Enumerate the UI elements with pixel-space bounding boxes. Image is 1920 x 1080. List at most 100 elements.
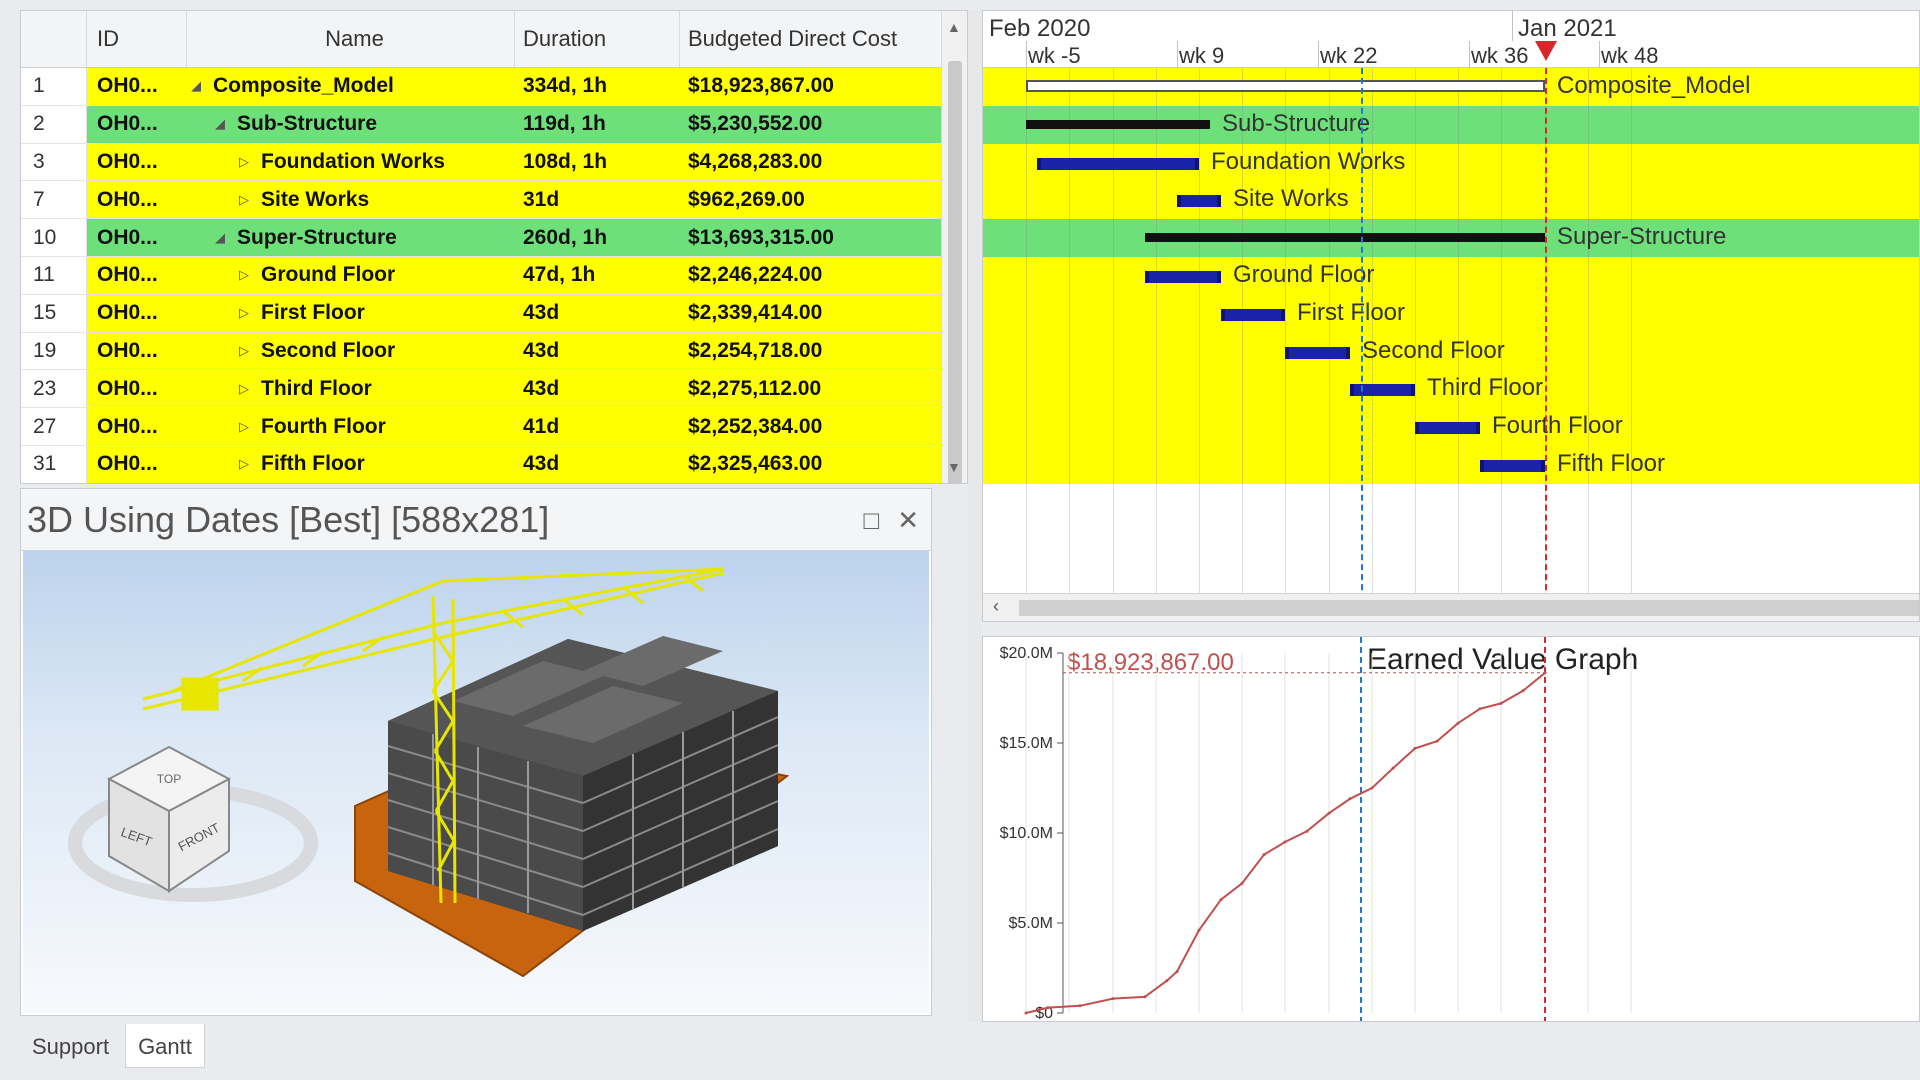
scroll-thumb[interactable] — [948, 61, 962, 483]
task-name[interactable]: ▷ First Floor — [187, 294, 515, 332]
task-name[interactable]: ◢ Super-Structure — [187, 219, 515, 256]
expand-toggle-icon[interactable]: ◢ — [215, 229, 225, 245]
duration-column-header[interactable]: Duration — [515, 11, 680, 67]
ev-data-point — [1413, 746, 1417, 750]
gantt-scroll-thumb[interactable] — [1019, 600, 1919, 616]
expand-toggle-icon[interactable]: ▷ — [239, 456, 249, 472]
task-row[interactable]: 10 OH0... ◢ Super-Structure 260d, 1h $13,693,… — [21, 219, 943, 257]
viewer-panel: 3D Using Dates [Best] [588x281] □ ✕ TOP … — [20, 488, 932, 1016]
ev-data-point — [1024, 1011, 1028, 1015]
name-column-header[interactable]: Name — [187, 11, 515, 67]
tab-gantt[interactable]: Gantt — [125, 1024, 205, 1068]
ev-data-point — [1240, 881, 1244, 885]
gantt-bar[interactable] — [1145, 271, 1221, 283]
gantt-bar[interactable] — [1026, 80, 1545, 92]
task-row[interactable]: 19 OH0... ▷ Second Floor 43d $2,254,718.00 — [21, 332, 943, 371]
timescale-week: wk 22 — [1320, 43, 1378, 68]
gantt-bar[interactable] — [1285, 346, 1350, 359]
task-row[interactable]: 31 OH0... ▷ Fifth Floor 43d $2,325,463.00 — [21, 445, 943, 483]
task-name[interactable]: ▷ Ground Floor — [187, 256, 515, 294]
gantt-gridline — [1069, 68, 1070, 600]
task-name[interactable]: ▷ Fourth Floor — [187, 408, 515, 445]
expand-toggle-icon[interactable]: ▷ — [239, 380, 249, 396]
id-column-header[interactable]: ID — [87, 11, 187, 67]
row-number: 23 — [21, 370, 87, 408]
gantt-bar[interactable] — [1221, 308, 1285, 321]
task-duration: 43d — [515, 294, 680, 332]
task-row[interactable]: 7 OH0... ▷ Site Works 31d $962,269.00 — [21, 181, 943, 220]
row-number: 11 — [21, 256, 87, 294]
task-row[interactable]: 11 OH0... ▷ Ground Floor 47d, 1h $2,246,224.0… — [21, 256, 943, 295]
3d-viewport[interactable]: TOP LEFT FRONT — [23, 551, 929, 1013]
scroll-up-icon[interactable]: ▲ — [947, 19, 961, 35]
gantt-bar[interactable] — [1145, 233, 1545, 243]
row-number: 19 — [21, 332, 87, 370]
task-row[interactable]: 15 OH0... ▷ First Floor 43d $2,339,414.00 — [21, 294, 943, 333]
gantt-bar[interactable] — [1177, 195, 1221, 208]
gantt-gridline — [1372, 68, 1373, 600]
task-row[interactable]: 3 OH0... ▷ Foundation Works 108d, 1h $4,268,2… — [21, 143, 943, 182]
task-name[interactable]: ◢ Composite_Model — [187, 68, 515, 105]
task-row[interactable]: 23 OH0... ▷ Third Floor 43d $2,275,112.00 — [21, 370, 943, 409]
scroll-down-icon[interactable]: ▼ — [947, 459, 961, 475]
task-name[interactable]: ▷ Second Floor — [187, 332, 515, 370]
gantt-bar[interactable] — [1480, 460, 1545, 472]
task-id: OH0... — [87, 219, 187, 256]
gantt-gridline — [1631, 68, 1632, 600]
task-row[interactable]: 1 OH0... ◢ Composite_Model 334d, 1h $18,923,8… — [21, 68, 943, 106]
gantt-timescale[interactable]: Feb 2020 Jan 2021 wk -5 wk 9 wk 22 wk 36 wk 48 — [983, 11, 1919, 68]
grid-vertical-scrollbar[interactable]: ▲ ▼ — [941, 11, 967, 483]
expand-toggle-icon[interactable]: ◢ — [191, 78, 201, 94]
expand-toggle-icon[interactable]: ▷ — [239, 305, 249, 321]
task-cost: $2,275,112.00 — [680, 370, 943, 408]
3d-scene[interactable]: TOP LEFT FRONT — [23, 551, 929, 1013]
grid-rows: 1 OH0... ◢ Composite_Model 334d, 1h $18,923,8… — [21, 68, 943, 483]
task-duration: 334d, 1h — [515, 68, 680, 105]
earned-value-panel: Earned Value Graph $18,923,867.00 $20.0M… — [982, 636, 1920, 1022]
close-icon[interactable]: ✕ — [897, 505, 919, 535]
task-row[interactable]: 27 OH0... ▷ Fourth Floor 41d $2,252,384.00 — [21, 408, 943, 446]
task-name-label: Super-Structure — [237, 225, 397, 249]
gantt-horizontal-scrollbar[interactable]: ‹ — [983, 593, 1919, 621]
task-name[interactable]: ▷ Fifth Floor — [187, 445, 515, 483]
expand-toggle-icon[interactable]: ▷ — [239, 418, 249, 434]
task-row[interactable]: 2 OH0... ◢ Sub-Structure 119d, 1h $5,230,552.… — [21, 105, 943, 144]
task-name-label: Fourth Floor — [261, 414, 386, 438]
gantt-bars-area[interactable]: Composite_Model Sub-Structure Foundation W… — [983, 68, 1919, 600]
task-id: OH0... — [87, 256, 187, 294]
task-name[interactable]: ▷ Third Floor — [187, 370, 515, 408]
gantt-bar-label: Foundation Works — [1211, 147, 1406, 175]
timescale-week: wk 48 — [1601, 43, 1659, 68]
y-tick-label: $10.0M — [1000, 825, 1053, 842]
cost-column-header[interactable]: Budgeted Direct Cost — [688, 26, 898, 51]
task-duration: 108d, 1h — [515, 143, 680, 181]
tab-support[interactable]: Support — [20, 1024, 122, 1068]
task-name[interactable]: ▷ Foundation Works — [187, 143, 515, 181]
gantt-bar[interactable] — [1415, 422, 1480, 435]
gantt-bar[interactable] — [1350, 384, 1415, 397]
expand-toggle-icon[interactable]: ▷ — [239, 267, 249, 283]
panel-splitter[interactable] — [968, 10, 982, 1022]
y-tick-label: $15.0M — [1000, 735, 1053, 752]
task-duration: 43d — [515, 445, 680, 483]
task-name[interactable]: ◢ Sub-Structure — [187, 105, 515, 143]
maximize-icon[interactable]: □ — [863, 505, 880, 535]
bottom-tabs: Support Gantt — [20, 1024, 205, 1068]
cube-top-label[interactable]: TOP — [157, 772, 181, 786]
gantt-bar[interactable] — [1037, 157, 1199, 170]
navcube[interactable]: TOP LEFT FRONT — [106, 745, 232, 893]
expand-toggle-icon[interactable]: ▷ — [239, 342, 249, 358]
scroll-left-icon[interactable]: ‹ — [993, 596, 999, 616]
task-name[interactable]: ▷ Site Works — [187, 181, 515, 219]
expand-toggle-icon[interactable]: ▷ — [239, 153, 249, 169]
gantt-row — [983, 446, 1919, 484]
today-marker-icon[interactable] — [1535, 41, 1557, 61]
expand-toggle-icon[interactable]: ◢ — [215, 116, 225, 132]
task-cost: $2,246,224.00 — [680, 256, 943, 294]
task-name-label: Composite_Model — [213, 74, 394, 98]
expand-toggle-icon[interactable]: ▷ — [239, 191, 249, 207]
task-name-label: Fifth Floor — [261, 452, 365, 476]
gantt-bar[interactable] — [1026, 119, 1210, 129]
gantt-chart[interactable]: Feb 2020 Jan 2021 wk -5 wk 9 wk 22 wk 36 wk 48… — [982, 10, 1920, 622]
